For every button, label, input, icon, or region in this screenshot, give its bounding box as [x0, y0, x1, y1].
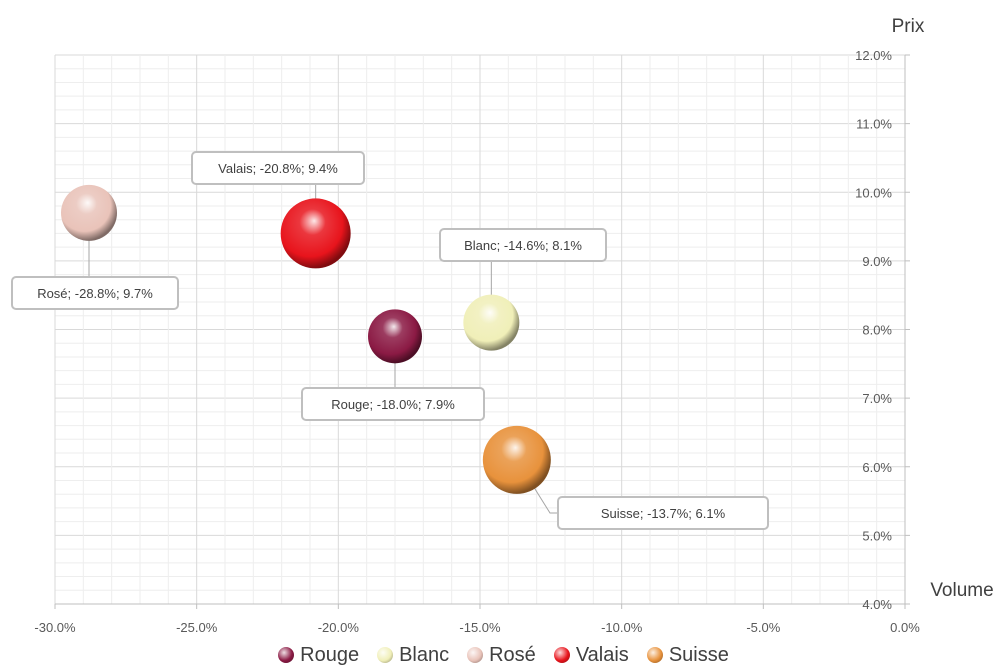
legend-label: Rouge [300, 644, 360, 667]
legend-item: Rouge [278, 644, 359, 667]
legend-label: Rosé [489, 644, 536, 667]
legend-marker [467, 647, 484, 664]
chart-bubbles [61, 184, 551, 494]
chart-grid [54, 54, 906, 605]
y-tick-label: 5.0% [862, 528, 892, 543]
x-axis-title: Volume [930, 580, 993, 601]
x-tick-label: -20.0% [318, 620, 360, 635]
y-tick-label: 9.0% [862, 254, 892, 269]
bubble-valais [280, 198, 351, 269]
legend-marker [278, 647, 295, 664]
legend-label: Valais [575, 644, 629, 667]
legend-label: Suisse [668, 644, 729, 667]
data-label-text: Suisse; -13.7%; 6.1% [601, 506, 726, 521]
y-tick-label: 10.0% [855, 185, 892, 200]
data-label-box [557, 496, 769, 530]
chart-legend: Rouge Blanc Rosé Valais Suisse [0, 644, 1007, 667]
legend-marker [646, 647, 663, 664]
x-tick-label: -5.0% [746, 620, 780, 635]
y-tick-label: 8.0% [862, 323, 892, 338]
x-tick-label: -30.0% [34, 620, 76, 635]
bubble-suisse [482, 425, 551, 494]
legend-item: Rosé [467, 644, 536, 667]
data-label-box [439, 228, 607, 262]
y-axis-title: Prix [892, 16, 925, 37]
x-tick-label: -10.0% [601, 620, 643, 635]
legend-item: Blanc [377, 644, 449, 667]
chart-axes: -30.0% -25.0% -20.0% -15.0% -10.0% -5.0% 0.0% 4… [34, 48, 920, 635]
data-label-text: Rouge; -18.0%; 7.9% [331, 397, 455, 412]
y-tick-label: 12.0% [855, 48, 892, 63]
data-label-text: Valais; -20.8%; 9.4% [218, 161, 338, 176]
bubble-rose [61, 184, 117, 241]
x-tick-label: 0.0% [890, 620, 920, 635]
y-tick-label: 6.0% [862, 460, 892, 475]
legend-item: Valais [553, 644, 629, 667]
legend-label: Blanc [399, 644, 450, 667]
data-label-text: Rosé; -28.8%; 9.7% [37, 286, 153, 301]
data-label-box [191, 151, 365, 185]
bubble-blanc [463, 294, 520, 351]
data-labels: Rouge; -18.0%; 7.9% Blanc; -14.6%; 8.1% Ro… [11, 151, 769, 530]
legend-marker [553, 647, 570, 664]
legend-item: Suisse [646, 644, 729, 667]
bubble-rouge [368, 309, 422, 364]
x-tick-label: -15.0% [459, 620, 501, 635]
y-tick-label: 4.0% [862, 597, 892, 612]
data-label-box [11, 276, 179, 310]
data-label-text: Blanc; -14.6%; 8.1% [464, 238, 582, 253]
data-label-box [301, 387, 485, 421]
y-tick-label: 11.0% [856, 117, 892, 132]
legend-marker [377, 647, 394, 664]
x-tick-label: -25.0% [176, 620, 218, 635]
y-tick-label: 7.0% [862, 391, 892, 406]
